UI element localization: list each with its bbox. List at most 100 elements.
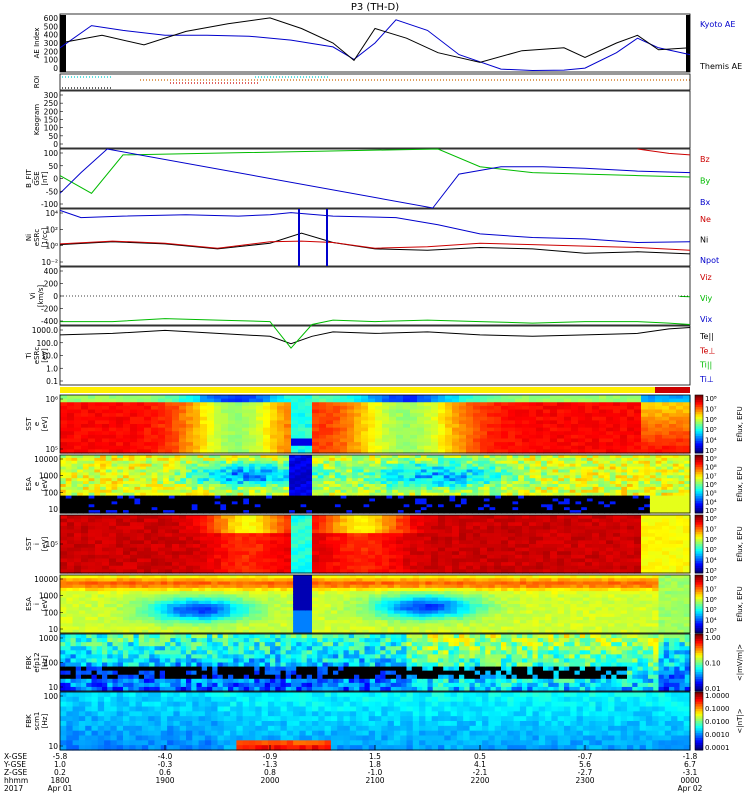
spectrogram-cell [323, 510, 330, 514]
spectrogram-cell [284, 395, 292, 400]
spectrogram-cell [644, 463, 651, 468]
spectrogram-cell [604, 495, 611, 500]
spectrogram-cell [179, 515, 187, 520]
spectrogram-cell [298, 540, 306, 545]
spectrogram-cell [333, 525, 341, 531]
spectrogram-cell [420, 495, 428, 500]
spectrogram-cell [649, 489, 657, 494]
spectrogram-cell [396, 427, 404, 432]
spectrogram-cell [506, 489, 514, 494]
spectrogram-cell [452, 536, 460, 541]
spectrogram-cell [678, 478, 685, 482]
spectrogram-cell [186, 455, 193, 459]
spectrogram-cell [558, 492, 565, 497]
spectrogram-cell [459, 445, 467, 450]
spectrogram-cell [472, 510, 479, 514]
spectrogram-cell [489, 486, 496, 491]
spectrogram-cell [312, 466, 319, 471]
spectrogram-cell [312, 565, 320, 570]
spectrogram-cell [452, 518, 460, 523]
spectrogram-cell [172, 402, 180, 407]
spectrogram-cell [260, 457, 267, 462]
spectrogram-cell [95, 442, 103, 447]
spectrogram-cell [77, 498, 84, 502]
spectrogram-cell [67, 395, 75, 400]
spectrogram-cell [256, 402, 264, 407]
spectrogram-cell [352, 463, 359, 468]
spectrogram-cell [368, 551, 376, 556]
spectrogram-cell [397, 504, 405, 508]
spectrogram-cell [368, 533, 376, 538]
spectrogram-cell [340, 551, 348, 556]
spectrogram-cell [88, 565, 96, 570]
spectrogram-cell [564, 569, 572, 574]
spectrogram-cell [333, 551, 341, 556]
spectrogram-cell [535, 475, 542, 479]
spectrogram-cell [237, 486, 244, 491]
spectrogram-cell [508, 544, 516, 549]
spectrogram-cell [599, 398, 607, 403]
spectrogram-cell [81, 547, 89, 552]
spectrogram-cell [678, 484, 685, 488]
spectrogram-cell [541, 457, 548, 462]
spectrogram-cell [644, 507, 651, 511]
spectrogram-cell [615, 469, 622, 473]
spectrogram-cell [495, 510, 502, 514]
spectrogram-cell [523, 460, 531, 465]
spectrogram-cell [585, 449, 593, 454]
spectrogram-cell [501, 457, 508, 462]
spectrogram-cell [655, 486, 662, 491]
spectrogram-cell [571, 427, 579, 432]
spectrogram-cell [102, 449, 110, 454]
spectrogram-cell [455, 455, 462, 459]
spectrogram-cell [88, 515, 96, 520]
spectrogram-cell [472, 463, 479, 468]
spectrogram-cell [487, 445, 495, 450]
spectrogram-cell [214, 501, 221, 505]
spectrogram-cell [684, 478, 691, 482]
spectrogram-cell [200, 427, 208, 432]
spectrogram-cell [363, 481, 370, 485]
spectrogram-cell [165, 547, 173, 552]
spectrogram-cell [200, 569, 208, 574]
spectrogram-cell [536, 565, 544, 570]
spectrogram-cell [529, 507, 536, 511]
spectrogram-cell [494, 529, 502, 534]
spectrogram-cell [684, 463, 691, 468]
spectrogram-cell [529, 445, 537, 450]
spectrogram-cell [424, 413, 432, 418]
spectrogram-cell [541, 486, 548, 491]
spectrogram-cell [480, 413, 488, 418]
spectrogram-cell [207, 536, 215, 541]
spectrogram-cell [298, 449, 306, 454]
spectrogram-cell [661, 507, 668, 511]
spectrogram-cell [586, 484, 594, 488]
spectrogram-cell [382, 562, 390, 567]
spectrogram-cell [375, 518, 383, 523]
spectrogram-cell [74, 449, 82, 454]
spectrogram-cell [621, 510, 628, 514]
spectrogram-cell [585, 540, 593, 545]
spectrogram-cell [501, 558, 509, 563]
spectrogram-cell [389, 569, 397, 574]
spectrogram-cell [340, 398, 348, 403]
spectrogram-cell [473, 522, 481, 527]
spectrogram-cell [536, 413, 544, 418]
spectrogram-cell [552, 492, 559, 497]
spectrogram-cell [165, 536, 173, 541]
spectrogram-cell [123, 472, 130, 476]
spectrogram-cell [409, 463, 416, 468]
spectrogram-cell [420, 501, 428, 505]
spectrogram-cell [489, 466, 496, 471]
spectrogram-cell [522, 558, 530, 563]
spectrogram-cell [546, 455, 554, 459]
spectrogram-cell [415, 463, 422, 468]
spectrogram-cell [300, 484, 307, 488]
spectrogram-cell [172, 449, 180, 454]
spectrogram-cell [312, 442, 320, 447]
spectrogram-cell [466, 554, 474, 560]
spectrogram-cell [207, 558, 215, 563]
spectrogram-cell [158, 529, 166, 534]
spectrogram-cell [455, 463, 462, 468]
spectrogram-cell [621, 469, 628, 473]
